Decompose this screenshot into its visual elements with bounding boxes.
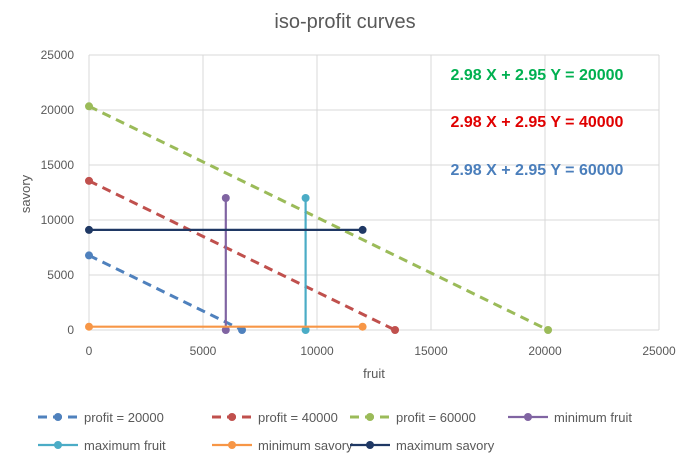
legend-marker <box>54 413 62 421</box>
legend-item: profit = 20000 <box>38 410 164 425</box>
data-point <box>221 194 230 202</box>
series-minimum-savory <box>85 322 367 331</box>
data-point <box>544 326 553 334</box>
plot-series <box>85 102 553 334</box>
data-point <box>301 326 310 334</box>
y-tick-label: 10000 <box>41 213 75 227</box>
data-point <box>221 326 230 334</box>
data-point <box>391 326 400 334</box>
legend-marker <box>228 413 236 421</box>
x-tick-label: 5000 <box>190 344 217 358</box>
series-line <box>88 104 549 332</box>
data-point <box>85 322 93 331</box>
chart-title: iso-profit curves <box>274 11 415 33</box>
y-tick-label: 0 <box>67 323 74 337</box>
data-point <box>85 225 93 234</box>
legend-marker <box>524 413 532 421</box>
equation-annotation: 2.98 X + 2.95 Y = 60000 <box>451 162 624 179</box>
data-point <box>358 322 367 331</box>
legend-label: maximum savory <box>396 438 495 453</box>
legend-marker <box>54 441 62 449</box>
series-maximum-savory <box>85 225 367 234</box>
legend-item: profit = 60000 <box>350 410 476 425</box>
legend-label: minimum fruit <box>554 410 632 425</box>
series-profit-40000 <box>85 176 400 334</box>
x-tick-label: 10000 <box>300 344 334 358</box>
y-tick-label: 20000 <box>41 103 75 117</box>
legend-label: profit = 40000 <box>258 410 338 425</box>
legend-label: minimum savory <box>258 438 353 453</box>
data-point <box>85 176 93 185</box>
y-tick-label: 15000 <box>41 158 75 172</box>
x-tick-label: 20000 <box>528 344 562 358</box>
series-line <box>88 179 396 332</box>
legend-item: minimum fruit <box>508 410 632 425</box>
legend-item: minimum savory <box>212 438 353 453</box>
equation-annotations: 2.98 X + 2.95 Y = 20000 2.98 X + 2.95 Y =… <box>451 67 624 179</box>
legend-label: maximum fruit <box>84 438 166 453</box>
series-maximum-fruit <box>301 194 310 334</box>
x-tick-label: 15000 <box>414 344 448 358</box>
tick-labels: 0 5000 10000 15000 20000 25000 0 5000 10000 15000… <box>41 48 676 358</box>
series-line <box>88 254 243 332</box>
y-axis-label: savory <box>18 174 33 213</box>
legend: profit = 20000 profit = 40000 profit = 600… <box>38 410 632 453</box>
data-point <box>85 102 93 111</box>
equation-annotation: 2.98 X + 2.95 Y = 40000 <box>451 114 624 131</box>
gridlines <box>88 54 660 331</box>
legend-label: profit = 60000 <box>396 410 476 425</box>
x-tick-label: 0 <box>86 344 93 358</box>
legend-item: profit = 40000 <box>212 410 338 425</box>
x-tick-label: 25000 <box>642 344 676 358</box>
series-profit-20000 <box>85 251 247 334</box>
legend-marker <box>366 441 374 449</box>
legend-marker <box>228 441 236 449</box>
x-axis-label: fruit <box>363 366 385 381</box>
data-point <box>358 225 367 234</box>
data-point <box>238 326 247 334</box>
legend-item: maximum savory <box>350 438 495 453</box>
legend-item: maximum fruit <box>38 438 166 453</box>
y-tick-label: 25000 <box>41 48 75 62</box>
data-point <box>301 194 310 202</box>
y-tick-label: 5000 <box>47 268 74 282</box>
data-point <box>85 251 93 260</box>
series-profit-60000 <box>85 102 553 334</box>
equation-annotation: 2.98 X + 2.95 Y = 20000 <box>451 67 624 84</box>
legend-marker <box>366 413 374 421</box>
legend-label: profit = 20000 <box>84 410 164 425</box>
series-minimum-fruit <box>221 194 230 334</box>
